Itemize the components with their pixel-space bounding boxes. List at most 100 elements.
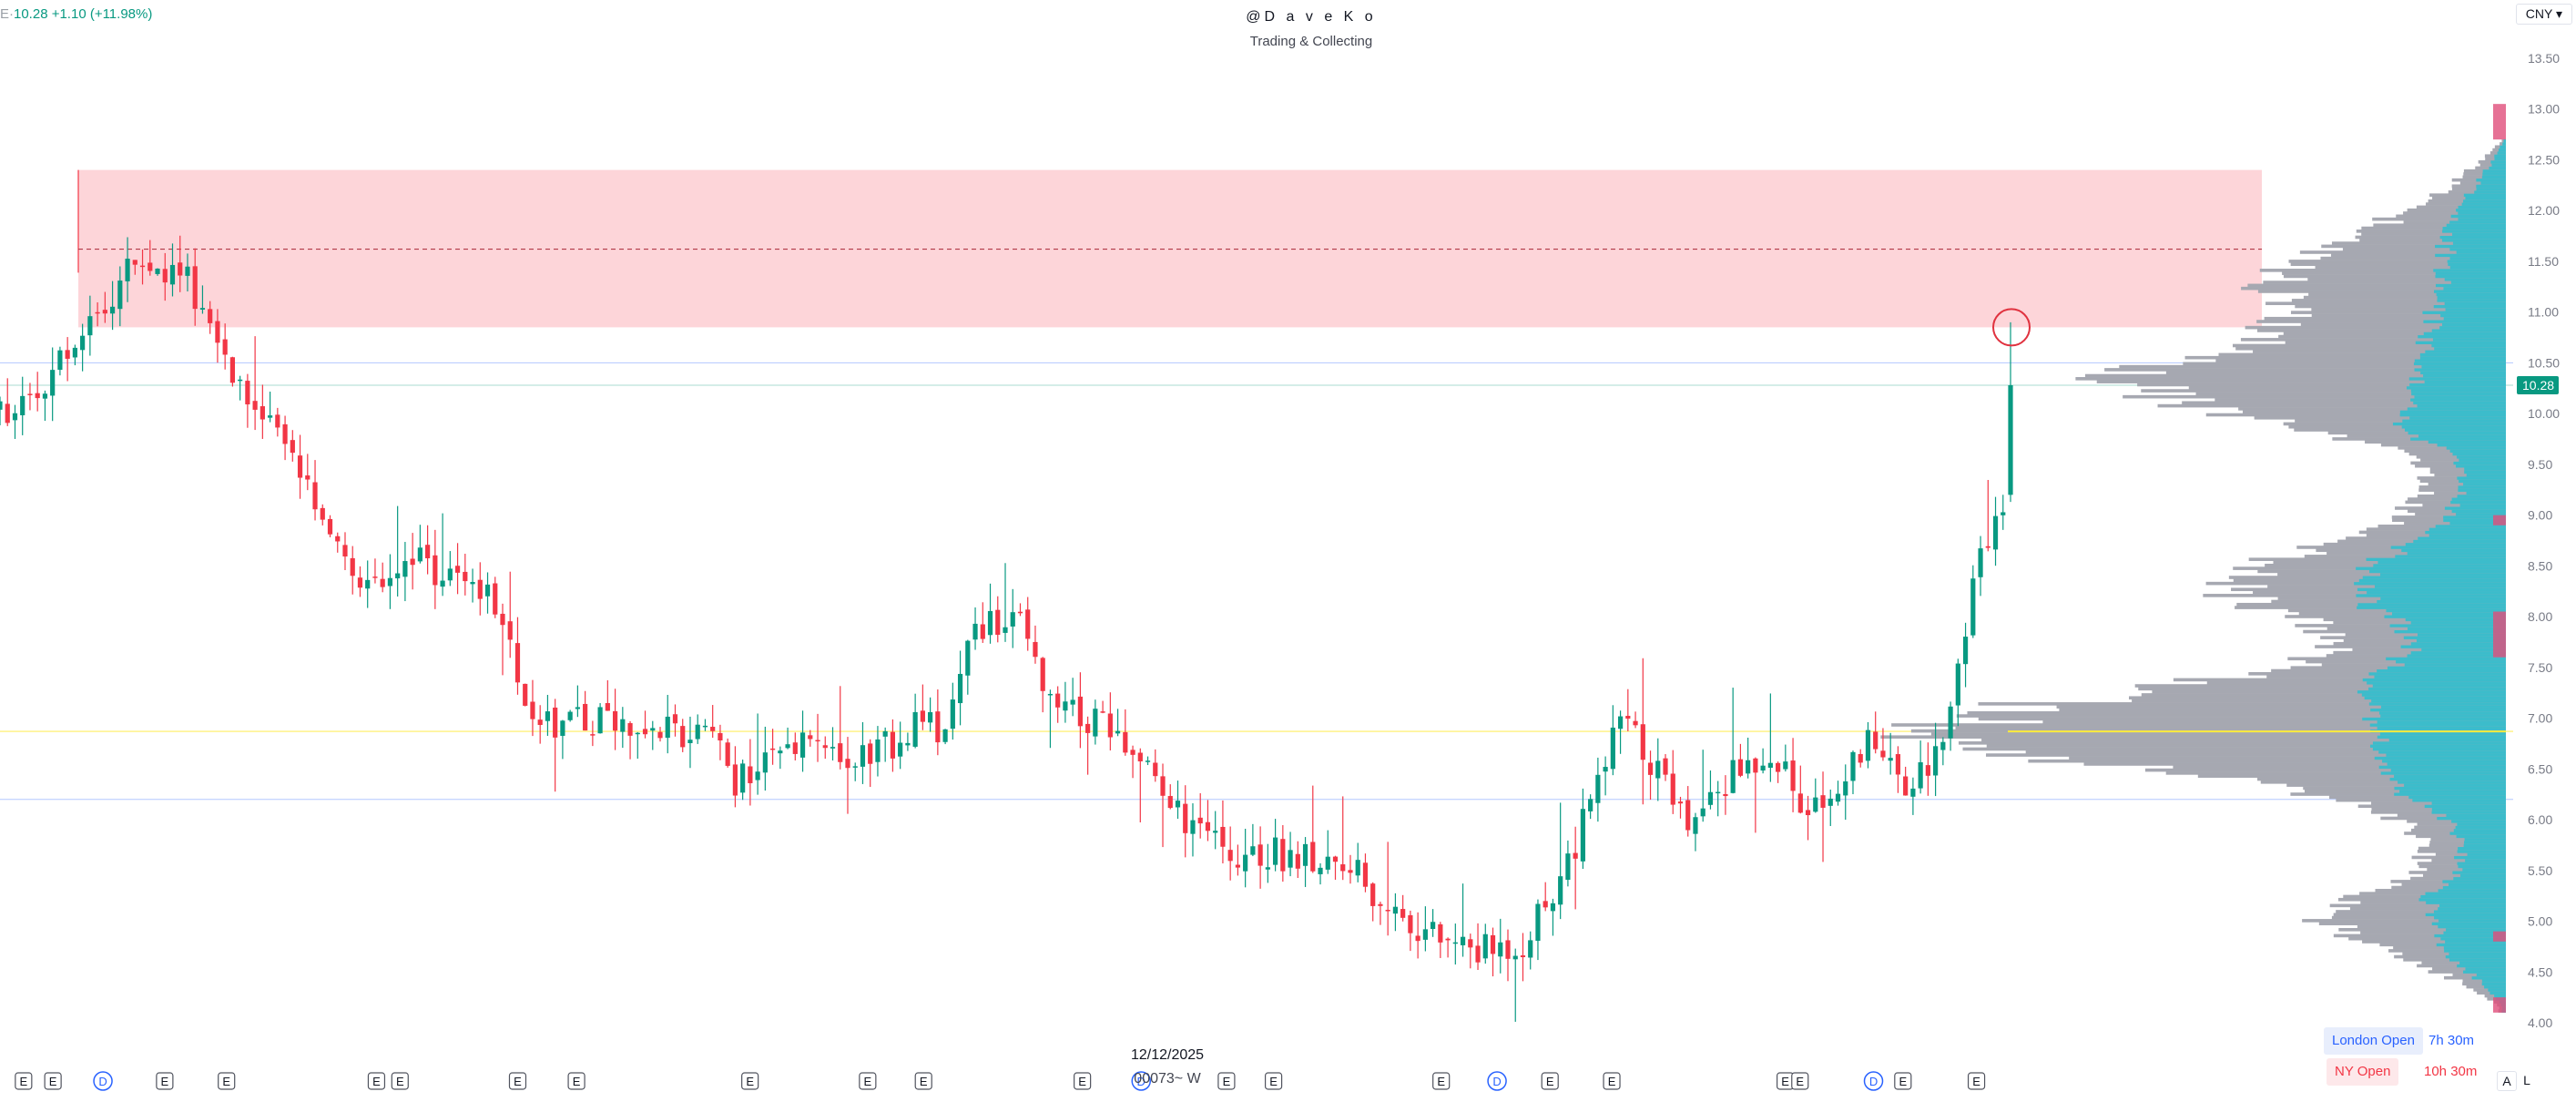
svg-text:E: E xyxy=(161,1075,169,1088)
volume-profile-bar xyxy=(2300,322,2506,327)
candle-body xyxy=(1730,760,1736,793)
candle-body xyxy=(267,415,273,418)
y-tick-label: 13.00 xyxy=(2528,102,2560,117)
volume-profile-value xyxy=(2445,940,2506,944)
volume-profile-bar xyxy=(2329,903,2506,908)
candle-body xyxy=(372,576,378,578)
log-scale-button[interactable]: L xyxy=(2523,1073,2530,1087)
volume-profile-value xyxy=(2366,557,2506,561)
candle-body xyxy=(155,268,160,274)
candle-body xyxy=(1220,826,1226,847)
currency-selector[interactable]: CNY ▾ xyxy=(2515,4,2572,25)
y-tick-label: 9.00 xyxy=(2528,508,2552,523)
candle-body xyxy=(27,393,33,395)
volume-profile-value xyxy=(2452,871,2506,874)
volume-profile-bar xyxy=(2240,338,2506,342)
candle-body xyxy=(1490,934,1496,954)
candle-body xyxy=(1663,758,1668,775)
y-tick-label: 8.50 xyxy=(2528,558,2552,573)
candle-body xyxy=(1318,867,1323,874)
candle-body xyxy=(1565,853,1571,880)
candle-body xyxy=(769,748,776,750)
candle-body xyxy=(852,766,858,768)
volume-profile-value xyxy=(2476,184,2506,189)
candle-body xyxy=(1077,696,1083,727)
profile-highlight xyxy=(2493,611,2506,658)
volume-profile-value xyxy=(2434,346,2506,351)
y-tick-label: 8.00 xyxy=(2528,609,2552,624)
volume-profile-value xyxy=(2500,145,2506,149)
candle-body xyxy=(1460,936,1466,945)
candle-body xyxy=(987,610,993,636)
candle-body xyxy=(792,742,798,754)
candle-body xyxy=(1835,793,1841,802)
volume-profile-bar xyxy=(2183,362,2506,366)
dividend-marker: D xyxy=(1131,1071,1151,1091)
volume-profile-value xyxy=(2410,398,2506,402)
volume-profile-bar xyxy=(2320,256,2506,260)
volume-profile-value xyxy=(2399,789,2506,793)
volume-profile-value xyxy=(2443,945,2506,950)
volume-profile-value xyxy=(2458,864,2506,869)
volume-profile-value xyxy=(2446,223,2506,228)
candle-body xyxy=(1903,776,1909,796)
ohlc-readout: E·10.28 +1.10 (+11.98%) xyxy=(0,6,153,22)
auto-scale-button[interactable]: A xyxy=(2497,1071,2517,1091)
crosshair-date-label: 12/12/2025 xyxy=(1130,1047,1205,1063)
volume-profile-value xyxy=(2374,585,2506,588)
candle-body xyxy=(50,370,56,396)
volume-profile-value xyxy=(2444,301,2506,305)
candle-body xyxy=(725,742,730,766)
candle-body xyxy=(252,401,258,410)
volume-profile-bar xyxy=(2278,334,2506,339)
svg-text:E: E xyxy=(396,1075,404,1088)
candle-body xyxy=(1272,837,1278,865)
volume-profile-value xyxy=(2401,548,2506,553)
candle-body xyxy=(1685,800,1691,831)
volume-profile-value xyxy=(2389,624,2506,627)
volume-profile-bar xyxy=(2265,301,2506,305)
volume-profile-bar xyxy=(2059,708,2506,712)
candle-body xyxy=(1422,929,1428,940)
volume-profile-value xyxy=(2428,440,2506,444)
volume-profile-value xyxy=(2394,786,2506,791)
volume-profile-bar xyxy=(2206,680,2506,685)
candle-body xyxy=(627,723,633,736)
volume-profile-bar xyxy=(1955,726,2506,730)
volume-profile-value xyxy=(2442,322,2506,327)
volume-profile-value xyxy=(2431,807,2506,811)
volume-profile-bar xyxy=(2342,247,2506,251)
candle-body xyxy=(1843,780,1848,796)
volume-profile-bar xyxy=(2333,913,2506,917)
volume-profile-value xyxy=(2394,792,2506,796)
candle-body xyxy=(500,613,505,626)
candle-body xyxy=(1385,910,1390,912)
volume-profile-bar xyxy=(2165,371,2506,375)
volume-profile-value xyxy=(2392,422,2506,426)
y-tick-label: 4.00 xyxy=(2528,1015,2552,1030)
candle-body xyxy=(1355,860,1360,876)
volume-profile-value xyxy=(2451,497,2506,501)
candle-body xyxy=(882,730,888,737)
volume-profile-value xyxy=(2482,168,2506,173)
candle-body xyxy=(1160,776,1166,796)
profile-highlight xyxy=(2493,515,2506,525)
candle-body xyxy=(125,259,130,281)
volume-profile-value xyxy=(2467,852,2506,856)
candle-body xyxy=(785,744,790,749)
earnings-marker: E xyxy=(914,1072,932,1090)
volume-profile-bar xyxy=(1891,723,2506,727)
volume-profile-value xyxy=(2369,744,2506,748)
volume-profile-value xyxy=(2407,407,2506,411)
volume-profile-bar xyxy=(2303,295,2506,300)
volume-profile-bar xyxy=(2042,719,2506,724)
volume-profile-value xyxy=(2459,961,2506,964)
candle-body xyxy=(290,440,295,454)
volume-profile-bar xyxy=(2349,906,2506,911)
volume-profile-value xyxy=(2378,750,2506,754)
candle-body xyxy=(920,710,925,722)
volume-profile-value xyxy=(2458,205,2506,209)
volume-profile-value xyxy=(2457,494,2506,498)
candle-body xyxy=(665,716,670,739)
